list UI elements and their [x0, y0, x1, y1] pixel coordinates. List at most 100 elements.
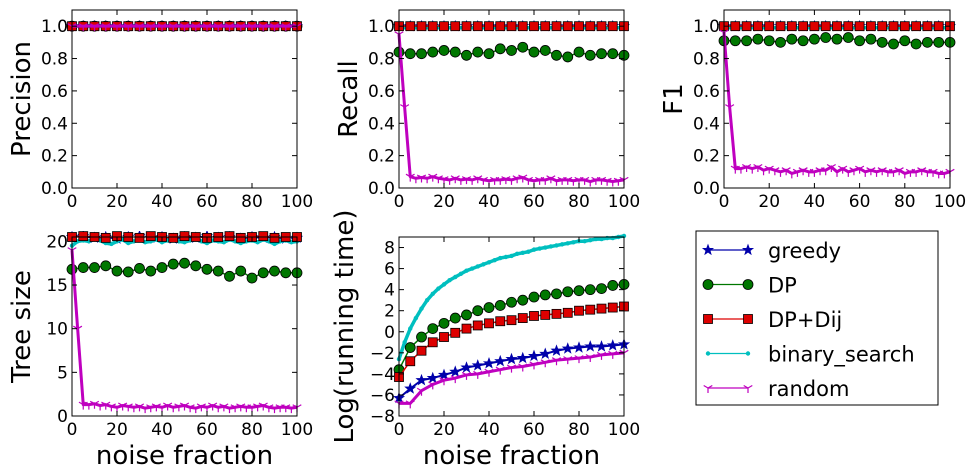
runtime-ytick-label: −2: [370, 344, 395, 364]
runtime-point-binary_search: [408, 326, 413, 331]
runtime-ytick-label: 6: [384, 260, 395, 280]
runtime-point-greedy: [482, 356, 496, 369]
precision-ytick-label: 0.8: [41, 50, 68, 70]
treesize-point-DP+Dij: [100, 232, 111, 243]
runtime-point-DP: [472, 305, 484, 317]
precision-point-random: [269, 23, 280, 32]
recall-point-DP: [461, 49, 472, 61]
f1-point-DP+Dij: [922, 21, 933, 32]
f1-point-DP: [831, 33, 843, 45]
treesize-point-DP: [235, 265, 247, 277]
runtime-point-DP+Dij: [506, 315, 517, 326]
f1-point-random: [725, 104, 735, 113]
legend-label-greedy: greedy: [768, 239, 841, 263]
runtime-point-random: [405, 400, 415, 409]
treesize-point-DP+Dij: [179, 231, 190, 242]
precision-point-random: [78, 23, 88, 32]
treesize-point-DP: [257, 267, 269, 279]
runtime-point-random: [473, 370, 483, 379]
runtime-point-DP+Dij: [529, 311, 539, 321]
recall-point-random: [428, 173, 438, 182]
treesize-point-DP+Dij: [168, 232, 179, 243]
recall-ytick-label: 0.6: [368, 82, 395, 102]
recall-ytick-label: 0.0: [368, 179, 395, 199]
runtime-point-greedy: [426, 371, 439, 384]
f1-point-DP: [876, 36, 888, 48]
runtime-point-DP: [438, 317, 450, 329]
legend-item-random: random: [703, 377, 849, 401]
recall-point-random: [445, 176, 455, 185]
precision-point-random: [202, 23, 212, 32]
runtime-point-binary_search: [441, 282, 447, 287]
runtime-point-random: [574, 355, 584, 364]
f1-point-DP: [933, 36, 945, 48]
precision-point-random: [281, 23, 291, 32]
f1-point-DP: [729, 35, 741, 47]
treesize-xlabel: noise fraction: [96, 441, 273, 471]
recall-point-DP+Dij: [450, 21, 461, 32]
runtime-point-random: [529, 361, 539, 370]
runtime-point-DP+Dij: [540, 310, 551, 320]
f1-point-random: [747, 165, 757, 174]
runtime-ytick-label: 4: [384, 281, 395, 301]
treesize-point-random: [179, 402, 190, 411]
f1-point-DP: [899, 35, 911, 47]
runtime-point-DP: [573, 285, 585, 297]
runtime-point-greedy: [471, 359, 484, 371]
runtime-point-DP+Dij: [607, 302, 618, 313]
runtime-point-greedy: [460, 361, 473, 373]
treesize-xtick-label: 100: [281, 420, 313, 440]
treesize-point-DP+Dij: [235, 232, 246, 243]
treesize-ytick-label: 0: [57, 407, 68, 427]
legend-item-DP: DP: [702, 274, 797, 298]
recall-point-random: [518, 174, 528, 183]
runtime-point-binary_search: [475, 264, 480, 269]
recall-point-DP: [404, 48, 416, 60]
precision-point-random: [236, 23, 246, 32]
f1-point-DP+Dij: [854, 21, 865, 32]
recall-point-DP: [506, 45, 517, 56]
treesize-point-DP: [77, 262, 89, 273]
legend-item-binary_search: binary_search: [705, 343, 915, 368]
f1-point-DP: [797, 35, 809, 47]
precision-point-random: [213, 23, 223, 32]
legend-frame: [695, 230, 939, 406]
f1-point-DP+Dij: [933, 21, 944, 32]
runtime-point-DP: [427, 323, 439, 335]
runtime-point-binary_search: [436, 286, 441, 291]
treesize-point-DP: [212, 265, 224, 277]
f1-point-random: [736, 165, 746, 174]
recall-series-DP: [393, 41, 630, 63]
f1-point-DP+Dij: [888, 21, 899, 32]
runtime-point-binary_search: [464, 268, 469, 273]
recall-point-DP+Dij: [574, 21, 584, 32]
runtime-point-greedy: [606, 339, 619, 351]
runtime-point-random: [428, 381, 438, 390]
f1-point-DP: [842, 32, 854, 43]
runtime-point-DP: [517, 294, 529, 306]
legend-marker-binary_search: [745, 351, 751, 356]
runtime-point-DP: [416, 331, 427, 343]
recall-xtick-label: 0: [394, 192, 405, 212]
runtime-point-binary_search: [503, 254, 509, 260]
runtime-point-binary_search: [520, 250, 525, 255]
runtime-point-greedy: [584, 340, 597, 352]
recall-point-DP+Dij: [529, 21, 539, 32]
f1-point-random: [934, 170, 944, 179]
subplot-f1: 0 20 40 60 80 100 0.0 0.2 0.4 0.6 0.8 1.0 F1: [659, 9, 966, 212]
runtime-point-binary_search: [481, 262, 486, 267]
runtime-point-DP: [494, 300, 506, 311]
recall-point-random: [580, 176, 590, 185]
runtime-point-binary_search: [531, 247, 537, 252]
treesize-point-DP: [100, 260, 112, 272]
recall-point-DP+Dij: [585, 21, 596, 32]
recall-point-random: [405, 173, 415, 182]
treesize-point-random: [101, 401, 111, 410]
f1-point-random: [860, 168, 870, 177]
f1-point-random: [741, 163, 752, 172]
recall-point-DP: [494, 43, 506, 55]
runtime-point-binary_search: [565, 241, 570, 246]
f1-point-DP+Dij: [730, 21, 741, 32]
treesize-point-DP: [190, 260, 202, 272]
